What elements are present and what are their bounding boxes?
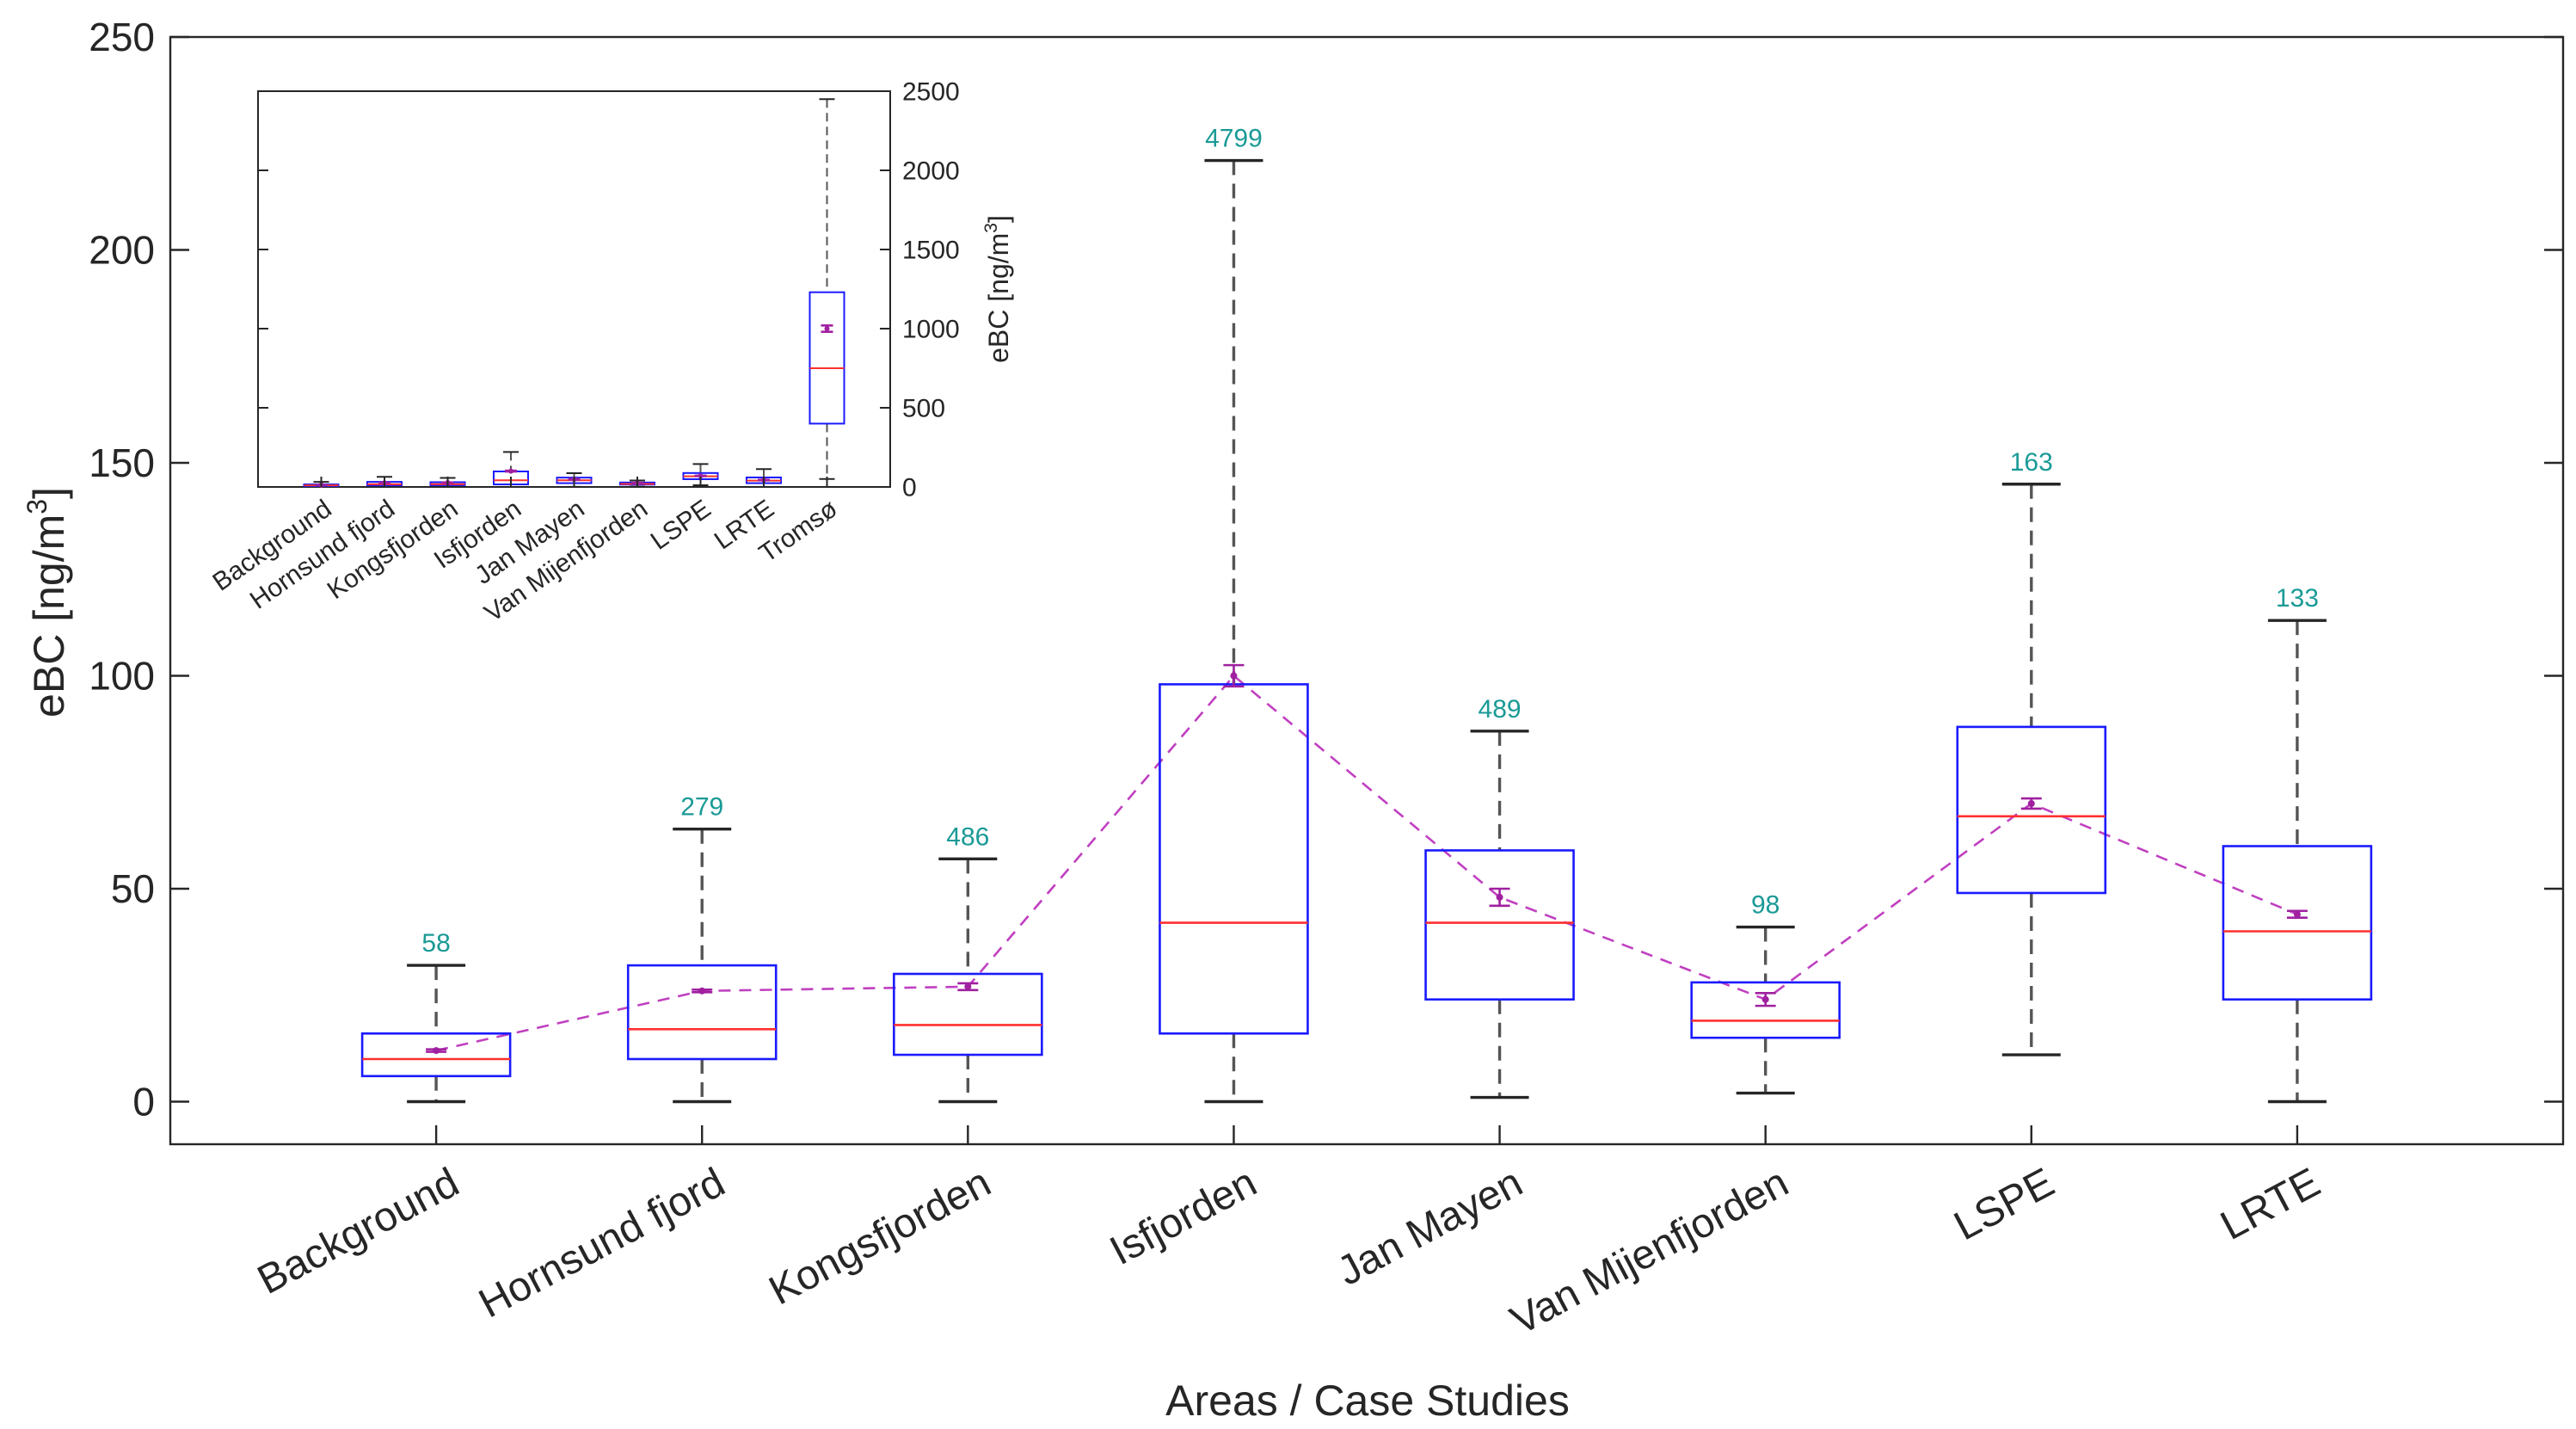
iqr-box: [1690, 981, 1841, 1039]
mean-marker: [2293, 910, 2301, 918]
mean-marker: [508, 468, 513, 474]
y-tick-label: 250: [89, 15, 155, 59]
iqr-box: [2222, 845, 2373, 1001]
inset-y-tick-label: 2500: [902, 78, 960, 107]
box-group-isfjorden: 4799: [1159, 125, 1309, 1104]
x-tick-label: Hornsund fjord: [472, 1160, 733, 1327]
x-tick-label: Van Mijenfjorden: [1503, 1160, 1796, 1344]
main-x-tick-labels: Background Hornsund fjord Kongsfjorden Isfj…: [250, 1125, 2327, 1344]
box-group-lspe: [682, 463, 719, 486]
box-group-kongsfjorden: 486: [893, 822, 1043, 1104]
sample-count-label: 58: [421, 929, 450, 958]
mean-marker: [824, 326, 830, 331]
main-plot-frame: [169, 35, 2565, 1146]
sample-count-label: 279: [680, 793, 723, 822]
sample-count-label: 98: [1751, 891, 1780, 920]
inset-y-ticks: 0 500 1000 1500 2000 2500: [258, 78, 960, 502]
box-group-lrte: 133: [2222, 584, 2373, 1104]
y-tick-label: 150: [89, 440, 155, 485]
box-group-lspe: 163: [1956, 448, 2107, 1056]
iqr-box: [1956, 725, 2107, 895]
inset-y-axis-label: eBC [ng/m3]: [981, 215, 1014, 363]
inset-y-tick-label: 2000: [902, 157, 960, 186]
x-tick-label: Jan Mayen: [1331, 1160, 1530, 1295]
iqr-box: [893, 972, 1043, 1056]
x-tick-label: LSPE: [646, 495, 716, 556]
sample-count-label: 486: [946, 822, 989, 851]
x-tick-label: LSPE: [1947, 1160, 2062, 1249]
inset-y-axis-label-text: eBC [ng/m: [983, 233, 1014, 363]
inset-y-axis-label-close: ]: [983, 215, 1014, 223]
mean-trend-line: [435, 674, 2298, 1052]
inset-background: [258, 91, 890, 487]
sample-count-label: 133: [2276, 584, 2319, 613]
mean-marker: [1230, 672, 1238, 680]
box-group-hornsund-fjord: 279: [626, 793, 778, 1104]
x-tick-label: Kongsfjorden: [762, 1160, 999, 1315]
x-tick-label: LRTE: [2214, 1160, 2327, 1249]
iqr-box: [808, 291, 845, 425]
y-tick-label: 100: [89, 654, 155, 699]
iqr-box: [626, 964, 778, 1061]
box-group-background: 58: [360, 929, 512, 1104]
y-tick-label: 50: [111, 866, 155, 911]
mean-marker: [2027, 800, 2035, 807]
sample-count-label: 4799: [1205, 125, 1263, 153]
box-group-van-mijenfjorden: 98: [1690, 891, 1841, 1095]
x-tick-label: Isfjorden: [1103, 1160, 1263, 1274]
inset-y-tick-label: 0: [902, 474, 917, 502]
sample-count-label: 489: [1479, 695, 1522, 724]
y-tick-label: 200: [89, 228, 155, 273]
mean-marker: [1761, 995, 1769, 1003]
main-x-axis-label: Areas / Case Studies: [1165, 1377, 1570, 1425]
main-boxes: 58 279 486 4799 489 98 163 133: [360, 125, 2373, 1104]
mean-marker: [433, 1047, 440, 1055]
inset-y-tick-label: 1500: [902, 237, 960, 265]
main-y-ticks: 0 50 100 150 200 250: [89, 15, 2563, 1124]
mean-marker: [1496, 893, 1503, 901]
iqr-box: [1424, 849, 1575, 1001]
mean-marker: [698, 987, 706, 995]
box-group-troms-: [808, 98, 845, 480]
mean-marker: [698, 473, 704, 479]
iqr-box: [360, 1032, 512, 1078]
inset-y-axis-label-superscript: 3: [981, 223, 1001, 233]
box-group-jan-mayen: 489: [1424, 695, 1575, 1099]
inset-y-tick-label: 1000: [902, 316, 960, 344]
main-y-axis-label-text: eBC [ng/m: [25, 514, 73, 718]
main-y-axis-label-superscript: 3: [22, 499, 52, 514]
inset-y-tick-label: 500: [902, 395, 945, 423]
main-y-axis-label: eBC [ng/m3]: [22, 487, 73, 718]
main-y-axis-label-close: ]: [25, 487, 73, 499]
mean-marker: [964, 982, 972, 990]
x-tick-label: Background: [250, 1160, 466, 1303]
sample-count-label: 163: [2010, 448, 2053, 477]
y-tick-label: 0: [132, 1080, 155, 1124]
